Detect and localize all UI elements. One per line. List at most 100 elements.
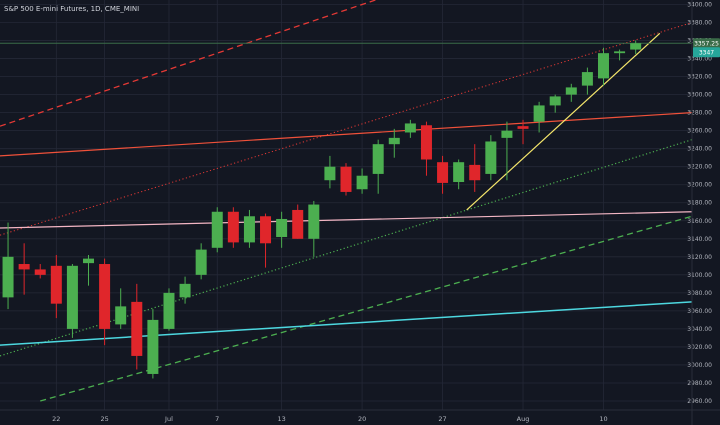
y-tick-label: 3240.00 — [687, 146, 712, 153]
x-tick-label: 27 — [438, 415, 446, 423]
candle-up — [614, 49, 626, 61]
candle-up — [308, 200, 320, 257]
candle-body — [66, 265, 78, 329]
x-tick-label: 20 — [358, 415, 366, 423]
candle-up — [388, 128, 400, 158]
candle-body — [453, 162, 465, 183]
candle-up — [2, 222, 14, 310]
candle-body — [630, 43, 642, 50]
candle-up — [597, 47, 609, 86]
candle-up — [453, 159, 465, 190]
candle-down — [50, 255, 62, 319]
price-tags: 3357.25 3347 — [693, 38, 720, 58]
candle-up — [83, 255, 95, 286]
candle-down — [420, 121, 432, 176]
candle-up — [324, 155, 336, 189]
candle-up — [565, 83, 577, 102]
y-tick-label: 3060.00 — [687, 308, 712, 315]
candle-body — [372, 144, 384, 174]
candle-down — [517, 119, 529, 145]
candle-body — [276, 218, 288, 237]
candle-body — [163, 292, 175, 329]
candle-down — [99, 258, 111, 346]
candle-up — [66, 264, 78, 338]
x-axis: 22 25 Jul 7 13 20 27 Aug 10 — [0, 409, 720, 423]
y-tick-label: 2980.00 — [687, 380, 712, 387]
price-tag — [693, 38, 720, 49]
y-tick-label: 3020.00 — [687, 344, 712, 351]
candle-up — [243, 209, 255, 248]
candle-down — [340, 163, 352, 196]
y-tick-label: 3400.00 — [687, 2, 712, 9]
x-tick-label: 22 — [52, 415, 60, 423]
y-tick-label: 3000.00 — [687, 362, 712, 369]
candle-up — [147, 309, 159, 379]
y-tick-label: 3340.00 — [687, 56, 712, 63]
candle-body — [260, 216, 272, 244]
candle-up — [404, 119, 416, 138]
candle-up — [533, 101, 545, 133]
candle-body — [437, 162, 449, 183]
y-tick-label: 3280.00 — [687, 110, 712, 117]
candle-body — [292, 209, 304, 239]
cyan-support — [0, 301, 693, 346]
candle-body — [340, 166, 352, 192]
y-tick-label: 3300.00 — [687, 92, 712, 99]
candle-body — [179, 283, 191, 298]
candle-up — [372, 139, 384, 194]
candle-body — [243, 216, 255, 243]
y-tick-label: 3080.00 — [687, 290, 712, 297]
candle-down — [131, 283, 143, 370]
candle-up — [356, 168, 368, 194]
candle-body — [485, 141, 497, 174]
candle-body — [227, 211, 239, 243]
price-tag-label: 3347 — [699, 49, 714, 56]
candle-up — [630, 40, 642, 55]
candle-down — [437, 155, 449, 194]
candle-down — [469, 144, 481, 192]
candle-up — [549, 94, 561, 113]
candle-body — [115, 306, 127, 325]
candle-body — [404, 123, 416, 133]
candle-body — [533, 105, 545, 122]
candle-down — [227, 207, 239, 248]
candle-up — [115, 288, 127, 329]
y-tick-label: 3320.00 — [687, 74, 712, 81]
candle-body — [356, 175, 368, 190]
candle-up — [163, 288, 175, 331]
candle-up — [211, 207, 223, 253]
price-tag — [693, 47, 720, 58]
y-tick-label: 3200.00 — [687, 182, 712, 189]
price-tag-label: 3357.25 — [694, 40, 719, 47]
candle-body — [147, 319, 159, 374]
candle-down — [292, 204, 304, 239]
candle-up — [485, 135, 497, 181]
candle-body — [2, 256, 14, 298]
candle-up — [195, 243, 207, 280]
y-tick-label: 3180.00 — [687, 200, 712, 207]
candle-body — [420, 125, 432, 160]
x-tick-label: Aug — [517, 415, 530, 423]
candle-body — [50, 265, 62, 304]
candle-body — [83, 258, 95, 264]
x-tick-label: 7 — [215, 415, 219, 423]
candle-body — [597, 53, 609, 79]
candle-body — [131, 301, 143, 356]
candle-up — [501, 121, 513, 181]
yellow-rising-trend — [466, 32, 661, 211]
y-tick-label: 2960.00 — [687, 398, 712, 405]
candle-body — [34, 269, 46, 275]
candle-up — [276, 211, 288, 248]
candle-body — [324, 166, 336, 181]
y-tick-label: 3260.00 — [687, 128, 712, 135]
x-tick-label: 13 — [277, 415, 285, 423]
candle-down — [18, 243, 30, 295]
y-tick-label: 3220.00 — [687, 164, 712, 171]
candle-body — [501, 130, 513, 138]
candle-body — [99, 264, 111, 329]
candle-up — [581, 67, 593, 95]
y-tick-label: 3380.00 — [687, 20, 712, 27]
y-tick-label: 3040.00 — [687, 326, 712, 333]
